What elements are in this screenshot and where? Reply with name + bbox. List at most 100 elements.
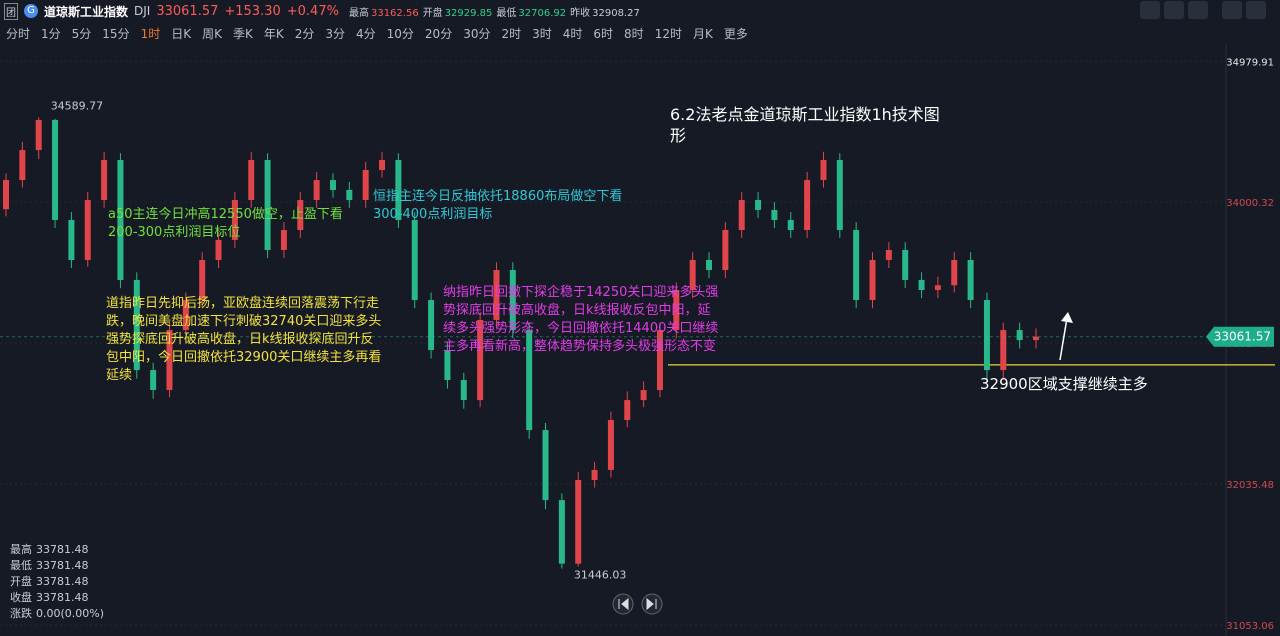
annotation: 道指昨日先抑后扬，亚欧盘连续回落震荡下行走: [106, 295, 379, 311]
candle-body: [542, 430, 549, 501]
timeframe[interactable]: 2时: [501, 26, 522, 41]
candle-body: [68, 219, 75, 261]
candle-body: [1033, 336, 1039, 341]
info-label: 最高: [10, 543, 32, 556]
candle-body: [1000, 330, 1007, 371]
candle-body: [313, 180, 320, 201]
annotation: 跌，晚间美盘加速下行刺破32740关口迎来多头: [106, 313, 381, 329]
price: 33061.57: [156, 3, 219, 19]
stat-value: 32706.92: [518, 7, 567, 19]
nav-prev-icon: [618, 597, 629, 611]
info-label: 开盘: [10, 575, 32, 588]
candle-body: [477, 319, 484, 401]
candle-body: [133, 279, 140, 371]
symbol-code[interactable]: DJI: [134, 4, 151, 18]
candle-body: [346, 189, 353, 201]
info-row: 最高 33781.48: [10, 542, 104, 558]
candle-body: [19, 150, 26, 181]
timeframe[interactable]: 年K: [263, 26, 284, 41]
timeframe[interactable]: 周K: [202, 26, 222, 41]
info-value: 33781.48: [36, 543, 89, 556]
timeframe[interactable]: 12时: [654, 26, 682, 41]
candle-body: [689, 260, 696, 290]
timeframe[interactable]: 10分: [386, 26, 414, 41]
info-panel: 最高 33781.48 最低 33781.48 开盘 33781.48 收盘 33781.48…: [10, 542, 104, 622]
candle-body: [297, 200, 304, 231]
annotation: 势探底回升破高收盘，日k线报收反包中阳，延: [443, 302, 711, 318]
candle-body: [640, 390, 647, 401]
tool-button[interactable]: [1222, 0, 1242, 19]
candle-body: [150, 370, 157, 391]
annotation: 纳指昨日回撤下探企稳于14250关口迎来多头强: [443, 284, 718, 300]
timeframe[interactable]: 30分: [463, 26, 491, 41]
annotation: 续多头强势形态，今日回撤依托14400关口继续: [443, 320, 718, 336]
info-row: 收盘 33781.48: [10, 590, 104, 606]
candle-body: [951, 260, 958, 286]
info-label: 涨跌: [10, 607, 32, 620]
candle-body: [983, 300, 990, 371]
stat-value: 32929.85: [444, 7, 493, 19]
info-value: 33781.48: [36, 575, 89, 588]
candle-body: [918, 279, 925, 290]
timeframe[interactable]: 月K: [692, 26, 713, 41]
timeframe[interactable]: 4分: [356, 26, 376, 41]
icon[interactable]: 团: [4, 2, 18, 20]
timeframe[interactable]: 2分: [294, 26, 315, 41]
timeframe[interactable]: 3分: [325, 26, 345, 41]
logo: G: [24, 4, 38, 18]
stat-label: 开盘: [422, 7, 443, 19]
candle-body: [869, 260, 876, 301]
tool-button[interactable]: [1140, 0, 1160, 19]
nav-next-icon: [646, 597, 657, 611]
info-value: 0.00(0.00%): [36, 607, 105, 620]
candle-body: [52, 119, 59, 220]
candle-body: [493, 270, 500, 320]
info-value: 33781.48: [36, 559, 89, 572]
timeframe-bar: 分时 1分 5分 15分 1时 日K 周K 季K 年K 2分 3分 4分 10分 20分 30分 2时 3时 4时…: [0, 22, 1280, 44]
symbol-name: 道琼斯工业指数: [44, 4, 129, 19]
candle-body: [656, 330, 663, 391]
candle-body: [967, 260, 974, 301]
timeframe[interactable]: 5分: [71, 26, 92, 41]
tool-button[interactable]: [1188, 0, 1208, 19]
timeframe[interactable]: 分时: [6, 26, 31, 41]
annotation: 200-300点利润目标位: [108, 225, 240, 240]
price-tag: [1206, 326, 1274, 347]
timeframe[interactable]: 8时: [624, 26, 644, 41]
timeframe[interactable]: 季K: [232, 26, 253, 41]
candle-body: [771, 209, 778, 220]
candle-body: [526, 330, 533, 431]
tool-button[interactable]: [1164, 0, 1184, 19]
timeframe[interactable]: 6时: [593, 26, 614, 41]
timeframe[interactable]: 1分: [41, 26, 61, 41]
high-label: 34589.77: [51, 99, 103, 112]
candle-body: [166, 330, 173, 391]
timeframe[interactable]: 20分: [424, 26, 453, 41]
info-label: 最低: [10, 559, 32, 572]
candle-body: [460, 379, 467, 401]
candle-body: [199, 260, 206, 301]
stat-label: 最高: [348, 7, 369, 19]
candle-body: [329, 180, 336, 190]
candle-body: [706, 260, 713, 271]
candle-body: [35, 119, 42, 151]
candle-body: [1016, 330, 1023, 341]
timeframe[interactable]: 15分: [102, 26, 130, 41]
candle-body: [755, 200, 762, 210]
timeframe[interactable]: 1时: [140, 26, 161, 41]
timeframe[interactable]: 3时: [532, 26, 552, 41]
candle-body: [215, 239, 222, 261]
timeframe[interactable]: 日K: [171, 26, 192, 41]
annotation: 恒指主连今日反抽依托18860布局做空下看: [373, 188, 622, 204]
annotation: 6.2法老点金道琼斯工业指数1h技术图: [670, 105, 940, 124]
change-pct: +0.47%: [286, 3, 339, 19]
tool-button[interactable]: [1246, 0, 1266, 19]
candle-body: [607, 420, 614, 470]
y-tick-label: 34979.91: [1226, 57, 1274, 68]
annotation: 延续: [106, 368, 132, 383]
stat-value: 33162.56: [370, 7, 419, 19]
timeframe[interactable]: 4时: [562, 26, 583, 41]
timeframe[interactable]: 更多: [723, 26, 748, 41]
candle-body: [673, 289, 680, 331]
